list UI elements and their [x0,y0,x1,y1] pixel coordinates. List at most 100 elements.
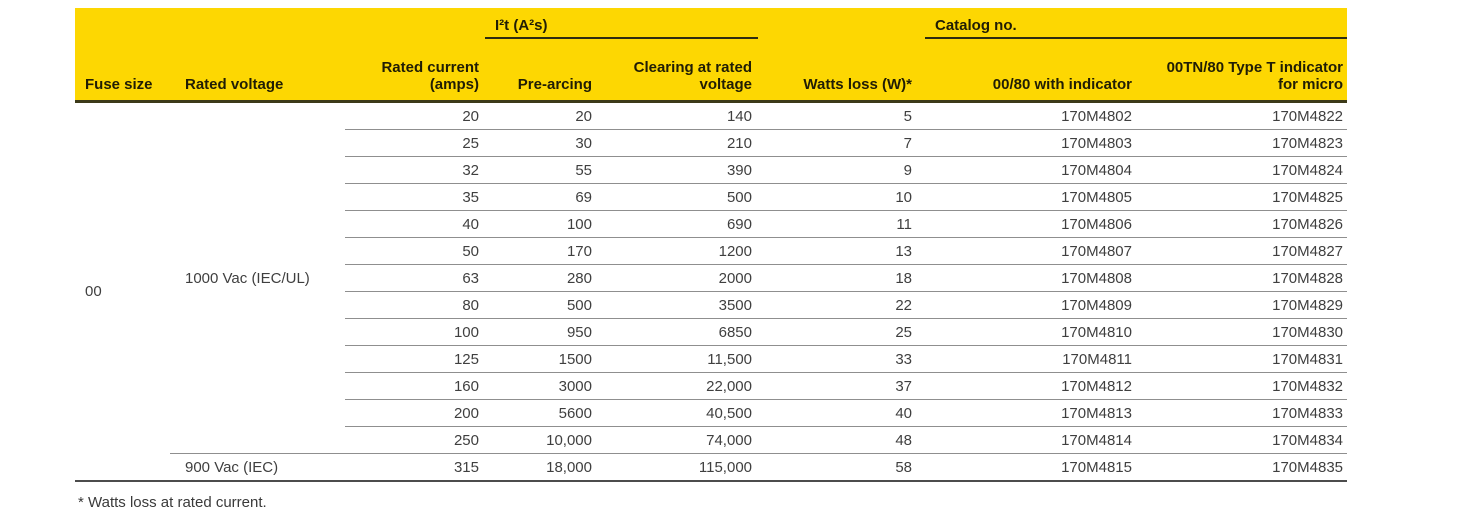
table-row: 125 1500 11,500 33 170M4811 170M4831 [75,345,1348,373]
catalog-micro-cell: 170M4824 [1147,156,1348,184]
pre-arcing-cell: 950 [485,318,600,346]
fuse-size-cell: 00 [75,101,170,481]
table-row: 35 69 500 10 170M4805 170M4825 [75,183,1348,211]
i2t-group-header: I²t (A²s) [485,8,758,39]
rated-current-cell: 20 [345,101,485,130]
rated-current-cell: 80 [345,291,485,319]
watts-loss-cell: 18 [758,264,925,292]
pre-arcing-cell: 10,000 [485,426,600,454]
clearing-cell: 210 [600,129,758,157]
clearing-cell: 2000 [600,264,758,292]
watts-loss-cell: 7 [758,129,925,157]
rated-current-cell: 63 [345,264,485,292]
catalog-indicator-cell: 170M4803 [925,129,1147,157]
pre-arcing-cell: 1500 [485,345,600,373]
rated-current-cell: 35 [345,183,485,211]
rated-current-cell: 160 [345,372,485,400]
table-row: 250 10,000 74,000 48 170M4814 170M4834 [75,426,1348,454]
watts-loss-cell: 22 [758,291,925,319]
catalog-indicator-cell: 170M4811 [925,345,1147,373]
column-header-rated-voltage: Rated voltage [170,38,345,103]
catalog-micro-cell: 170M4830 [1147,318,1348,346]
catalog-indicator-cell: 170M4808 [925,264,1147,292]
rated-current-cell: 250 [345,426,485,454]
pre-arcing-cell: 20 [485,101,600,130]
rated-current-cell: 25 [345,129,485,157]
rated-current-cell: 200 [345,399,485,427]
rated-current-cell: 40 [345,210,485,238]
group-spacer [75,8,485,38]
watts-loss-cell: 58 [758,453,925,481]
footnote: * Watts loss at rated current. [78,494,267,511]
watts-loss-cell: 48 [758,426,925,454]
catalog-micro-cell: 170M4835 [1147,453,1348,481]
column-header-catalog-micro: 00TN/80 Type T indicator for micro [1147,38,1348,103]
rated-current-cell: 315 [345,453,485,481]
table-row: 63 280 2000 18 170M4808 170M4828 [75,264,1348,292]
table-row: 32 55 390 9 170M4804 170M4824 [75,156,1348,184]
catalog-indicator-cell: 170M4814 [925,426,1147,454]
pre-arcing-cell: 30 [485,129,600,157]
catalog-micro-cell: 170M4832 [1147,372,1348,400]
catalog-micro-cell: 170M4823 [1147,129,1348,157]
pre-arcing-cell: 55 [485,156,600,184]
catalog-micro-cell: 170M4833 [1147,399,1348,427]
clearing-cell: 3500 [600,291,758,319]
catalog-micro-cell: 170M4831 [1147,345,1348,373]
catalog-indicator-cell: 170M4809 [925,291,1147,319]
pre-arcing-cell: 170 [485,237,600,265]
catalog-micro-cell: 170M4828 [1147,264,1348,292]
watts-loss-cell: 11 [758,210,925,238]
rated-current-cell: 50 [345,237,485,265]
clearing-cell: 690 [600,210,758,238]
table-row: 00 1000 Vac (IEC/UL) 20 20 140 5 170M4802 170M4… [75,101,1348,481]
catalog-micro-cell: 170M4826 [1147,210,1348,238]
clearing-cell: 22,000 [600,372,758,400]
catalog-micro-cell: 170M4834 [1147,426,1348,454]
catalog-indicator-cell: 170M4810 [925,318,1147,346]
pre-arcing-cell: 18,000 [485,453,600,481]
catalog-indicator-cell: 170M4812 [925,372,1147,400]
pre-arcing-cell: 100 [485,210,600,238]
group-spacer [758,8,925,38]
clearing-cell: 390 [600,156,758,184]
catalog-indicator-cell: 170M4804 [925,156,1147,184]
clearing-cell: 1200 [600,237,758,265]
clearing-cell: 6850 [600,318,758,346]
watts-loss-cell: 13 [758,237,925,265]
column-header-catalog-indicator: 00/80 with indicator [925,38,1147,103]
table-body: 00 1000 Vac (IEC/UL) 20 20 140 5 170M4802 170M4… [75,101,1348,481]
group-header-row: I²t (A²s) Catalog no. [75,8,1348,39]
table-row: 25 30 210 7 170M4803 170M4823 [75,129,1348,157]
catalog-indicator-cell: 170M4815 [925,453,1147,481]
column-header-clearing: Clearing at rated voltage [600,38,758,103]
rated-voltage-cell: 1000 Vac (IEC/UL) [170,101,345,454]
rated-current-cell: 125 [345,345,485,373]
column-header-row: Fuse size Rated voltage Rated current (a… [75,38,1348,103]
table-row: 100 950 6850 25 170M4810 170M4830 [75,318,1348,346]
fuse-spec-table: I²t (A²s) Catalog no. Fuse size Rated vo… [75,8,1348,482]
pre-arcing-cell: 280 [485,264,600,292]
pre-arcing-cell: 3000 [485,372,600,400]
rated-voltage-cell: 900 Vac (IEC) [170,453,345,481]
watts-loss-cell: 5 [758,101,925,130]
catalog-micro-cell: 170M4827 [1147,237,1348,265]
catalog-micro-cell: 170M4825 [1147,183,1348,211]
watts-loss-cell: 10 [758,183,925,211]
table-row: 80 500 3500 22 170M4809 170M4829 [75,291,1348,319]
table-row: 50 170 1200 13 170M4807 170M4827 [75,237,1348,265]
clearing-cell: 500 [600,183,758,211]
table-header: I²t (A²s) Catalog no. Fuse size Rated vo… [75,8,1348,103]
table-row: 200 5600 40,500 40 170M4813 170M4833 [75,399,1348,427]
catalog-micro-cell: 170M4829 [1147,291,1348,319]
catalog-group-header: Catalog no. [925,8,1348,39]
catalog-indicator-cell: 170M4802 [925,101,1147,130]
catalog-micro-cell: 170M4822 [1147,101,1348,130]
column-header-watts-loss: Watts loss (W)* [758,38,925,103]
column-header-fuse-size: Fuse size [75,38,170,103]
pre-arcing-cell: 5600 [485,399,600,427]
rated-current-cell: 100 [345,318,485,346]
pre-arcing-cell: 69 [485,183,600,211]
catalog-indicator-cell: 170M4813 [925,399,1147,427]
